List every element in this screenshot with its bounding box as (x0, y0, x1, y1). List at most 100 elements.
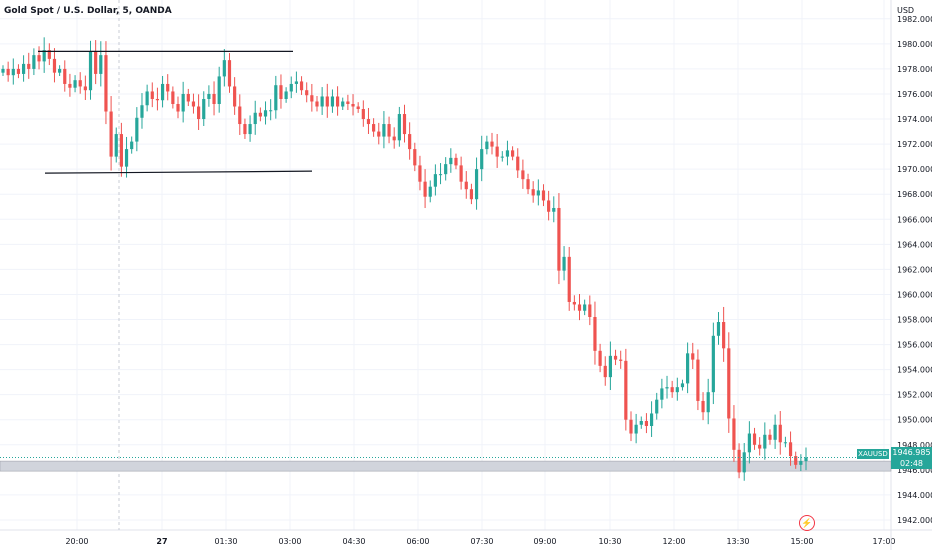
x-tick-label: 07:30 (470, 537, 493, 546)
candle-body (392, 136, 396, 141)
candle-body (202, 98, 206, 120)
candle-body (361, 109, 365, 120)
candle-body (583, 304, 587, 311)
candle-body (366, 119, 371, 125)
x-tick-label: 20:00 (65, 537, 88, 546)
candle-body (83, 86, 87, 91)
candle-body (21, 63, 26, 74)
candle-body (552, 207, 556, 212)
y-tick-label: 1942.000 (897, 516, 932, 525)
candle-body (253, 112, 257, 125)
candle-body (722, 322, 726, 349)
y-tick-label: 1944.000 (897, 491, 932, 500)
candle-body (88, 51, 93, 91)
support-zone (0, 460, 892, 472)
candle-body (377, 131, 381, 137)
candle-body (572, 301, 576, 305)
candle-body (372, 124, 376, 132)
candle-body (706, 392, 710, 413)
candle-body (804, 457, 808, 462)
candle-body (603, 365, 607, 378)
lightning-bolt-icon[interactable]: ⚡ (799, 515, 815, 531)
y-tick-label: 1976.000 (897, 90, 932, 99)
candle-body (351, 103, 355, 107)
candle-body (58, 68, 62, 73)
candle-body (330, 96, 335, 107)
last-price-value: 1946.985 (892, 448, 931, 457)
candle-body (6, 68, 10, 76)
candle-body (686, 353, 690, 384)
candle-body (233, 86, 237, 107)
candle-body (289, 83, 293, 92)
candle-body (238, 106, 242, 125)
candle-body (438, 174, 443, 176)
candle-body (624, 360, 628, 420)
candle-body (294, 81, 298, 84)
candle-body (47, 50, 51, 59)
y-tick-label: 1968.000 (897, 190, 932, 199)
candle-body (119, 134, 123, 167)
candle-body (444, 164, 448, 175)
candle-body (500, 156, 504, 158)
candle-body (145, 91, 149, 106)
y-tick-label: 1946.000 (897, 466, 932, 475)
candle-body (521, 170, 525, 180)
candle-body (42, 50, 46, 62)
last-price-tag: 1946.985 02:48 (891, 447, 932, 469)
candle-body (562, 256, 566, 271)
candle-body (135, 117, 139, 142)
candle-body (649, 413, 654, 427)
candle-body (356, 106, 360, 110)
candle-body (114, 134, 118, 157)
x-tick-label: 09:00 (533, 537, 556, 546)
candle-body (613, 355, 618, 360)
candle-body (480, 149, 484, 170)
candle-body (727, 348, 731, 419)
candle-body (454, 157, 458, 166)
candle-body (660, 388, 664, 400)
candle-body (716, 322, 721, 336)
candle-body (315, 101, 319, 107)
candle-body (171, 91, 175, 104)
candle-body (109, 111, 113, 157)
candle-body (269, 110, 273, 112)
candle-body (459, 165, 463, 182)
candle-body (655, 399, 659, 414)
candle-body (387, 124, 391, 137)
candle-body (711, 335, 715, 393)
candle-body (140, 105, 144, 118)
x-tick-label: 10:30 (598, 537, 621, 546)
y-tick-label: 1982.000 (897, 15, 932, 24)
candle-body (418, 165, 422, 182)
candle-body (68, 83, 72, 88)
candle-body (99, 55, 103, 74)
bar-countdown: 02:48 (899, 459, 924, 468)
candle-body (598, 350, 602, 366)
candle-body (619, 359, 623, 361)
candle-body (737, 449, 741, 473)
candle-body (469, 189, 474, 200)
candle-body (197, 106, 201, 120)
candle-body (37, 55, 41, 62)
x-tick-label: 13:30 (726, 537, 749, 546)
candle-body (279, 85, 283, 99)
candle-body (408, 134, 412, 150)
y-tick-label: 1980.000 (897, 40, 932, 49)
y-tick-label: 1956.000 (897, 341, 932, 350)
candle-body (511, 150, 515, 157)
candle-body (1, 68, 5, 73)
candle-body (794, 456, 798, 465)
candle-body (644, 420, 649, 427)
candle-body (593, 316, 597, 351)
candle-body (541, 190, 546, 201)
candle-body (382, 124, 386, 137)
candle-body (52, 58, 57, 73)
candle-body (16, 68, 21, 74)
candle-body (130, 141, 134, 150)
candle-body (325, 96, 329, 107)
candle-body (634, 424, 638, 434)
candle-body (160, 83, 165, 101)
candle-body (428, 186, 432, 197)
